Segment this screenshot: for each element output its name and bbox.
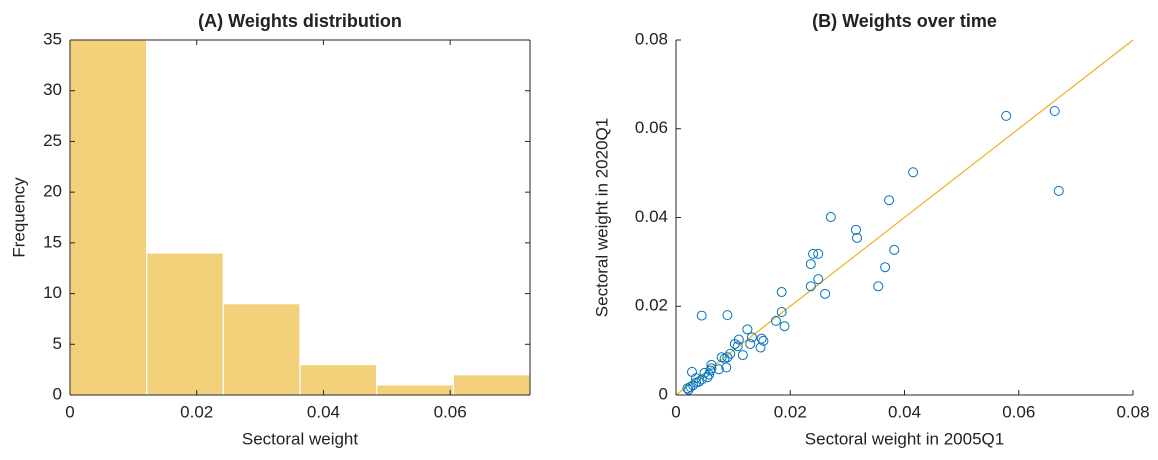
- point: [704, 369, 715, 380]
- x-tick-label: 0: [65, 402, 74, 421]
- y-tick-label: 0: [659, 384, 668, 403]
- point: [742, 324, 753, 335]
- point: [696, 374, 707, 385]
- y-axis-label: Sectoral weight in 2020Q1: [592, 118, 611, 317]
- point: [725, 348, 736, 359]
- point: [706, 359, 717, 370]
- point: [908, 167, 919, 178]
- point: [746, 332, 757, 343]
- y-tick-label: 0.04: [635, 207, 668, 226]
- y-tick-label: 35: [43, 29, 62, 48]
- point: [705, 365, 716, 376]
- point: [884, 195, 895, 206]
- x-axis-label: Sectoral weight: [242, 429, 359, 448]
- point: [722, 310, 733, 321]
- point: [813, 248, 824, 259]
- x-tick-label: 0: [671, 402, 680, 421]
- point: [721, 362, 732, 373]
- point: [737, 350, 748, 361]
- x-tick-label: 0.06: [1002, 402, 1035, 421]
- point: [805, 281, 816, 292]
- point: [1001, 110, 1012, 121]
- y-tick-label: 30: [43, 80, 62, 99]
- point: [852, 232, 863, 243]
- y-axis-label: Frequency: [9, 177, 28, 258]
- point: [808, 248, 819, 259]
- point: [825, 212, 836, 223]
- point: [873, 281, 884, 292]
- point: [1049, 106, 1060, 116]
- point: [889, 244, 900, 255]
- reference-line: [675, 39, 1134, 396]
- y-tick-label: 0.06: [635, 118, 668, 137]
- y-tick-label: 0: [53, 384, 62, 403]
- point: [820, 288, 831, 299]
- point: [776, 307, 787, 318]
- bar: [376, 384, 454, 396]
- x-tick-label: 0.04: [888, 402, 921, 421]
- point: [745, 338, 756, 349]
- bar: [146, 252, 224, 396]
- x-tick-label: 0.04: [307, 402, 340, 421]
- point: [683, 384, 694, 395]
- bar: [299, 363, 378, 396]
- y-tick-label: 0.02: [635, 296, 668, 315]
- point: [779, 321, 790, 332]
- point: [805, 259, 816, 270]
- point: [732, 341, 743, 352]
- point: [690, 373, 701, 384]
- point: [682, 383, 693, 394]
- x-tick-label: 0.06: [434, 402, 467, 421]
- y-tick-label: 10: [43, 283, 62, 302]
- chart-title: (A) Weights distribution: [198, 11, 402, 31]
- x-tick-label: 0.08: [1116, 402, 1149, 421]
- bar: [222, 303, 301, 396]
- chart-title: (B) Weights over time: [812, 11, 997, 31]
- point: [696, 310, 707, 321]
- point: [716, 352, 727, 363]
- point: [702, 372, 713, 383]
- bar: [69, 39, 148, 396]
- y-tick-label: 0.08: [635, 29, 668, 48]
- point: [686, 366, 697, 377]
- point: [813, 274, 824, 285]
- point: [770, 315, 781, 326]
- point: [1053, 185, 1064, 196]
- point: [850, 224, 861, 235]
- y-tick-label: 15: [43, 232, 62, 251]
- point: [758, 335, 769, 346]
- point: [729, 338, 740, 349]
- x-tick-label: 0.02: [774, 402, 807, 421]
- x-axis-label: Sectoral weight in 2005Q1: [805, 429, 1004, 448]
- point: [776, 287, 787, 298]
- y-tick-label: 25: [43, 131, 62, 150]
- point: [880, 262, 891, 273]
- x-tick-label: 0.02: [180, 402, 213, 421]
- bar: [452, 374, 531, 396]
- point: [706, 363, 717, 374]
- point: [755, 342, 766, 353]
- y-tick-label: 20: [43, 182, 62, 201]
- y-tick-label: 5: [53, 334, 62, 353]
